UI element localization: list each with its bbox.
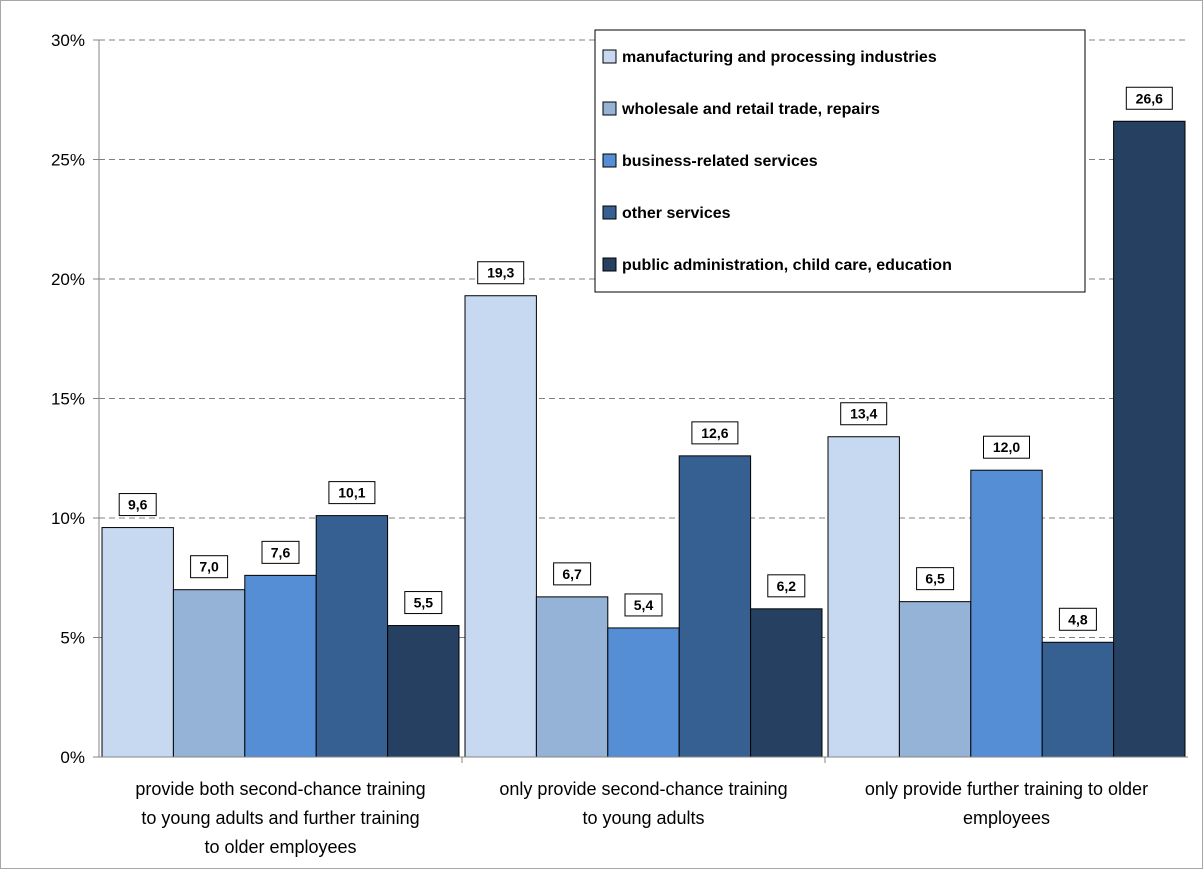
data-label-box <box>840 402 888 426</box>
y-tick-label: 25% <box>51 151 85 170</box>
data-label: 6,7 <box>562 566 582 582</box>
y-tick-label: 0% <box>60 748 85 767</box>
data-label: 7,0 <box>199 559 219 575</box>
bar <box>750 608 823 758</box>
legend-entry: wholesale and retail trade, repairs <box>621 101 880 118</box>
legend-swatch <box>602 153 617 168</box>
category-label: provide both second-chance training <box>135 779 425 799</box>
data-label: 26,6 <box>1136 90 1163 106</box>
bar <box>678 455 752 758</box>
data-label: 12,6 <box>701 425 728 441</box>
category-label: only provide further training to older <box>865 779 1148 799</box>
bar <box>607 627 680 758</box>
bar <box>244 574 317 758</box>
y-tick-label: 30% <box>51 31 85 50</box>
data-label-box <box>553 562 592 586</box>
data-label-box <box>916 567 955 591</box>
legend-swatch <box>602 257 617 272</box>
legend: manufacturing and processing industries w… <box>594 29 1086 293</box>
category-label: to young adults and further training <box>141 808 419 828</box>
bar <box>101 527 174 758</box>
y-tick-label: 15% <box>51 390 85 409</box>
category-label: to young adults <box>582 808 704 828</box>
legend-entry: business-related services <box>622 153 818 170</box>
axes: 0% 5% 10% 15% 20% 25% 30% provide both second-c… <box>51 31 1188 857</box>
data-label-box <box>624 593 663 617</box>
y-tick-label: 20% <box>51 270 85 289</box>
bar <box>1041 641 1115 758</box>
data-label-box <box>767 574 806 598</box>
y-tick-label: 5% <box>60 629 85 648</box>
data-label-box <box>404 591 443 615</box>
data-label: 19,3 <box>487 265 514 281</box>
category-label: only provide second-chance training <box>499 779 787 799</box>
legend-swatch <box>602 49 617 64</box>
data-label-box <box>1058 607 1097 631</box>
category-label: employees <box>963 808 1050 828</box>
legend-swatch <box>602 205 617 220</box>
data-label-box <box>328 481 376 505</box>
bar <box>464 295 537 758</box>
data-label: 10,1 <box>338 485 365 501</box>
data-label: 6,2 <box>777 578 797 594</box>
data-labels: 9,6 7,0 7,6 10,1 5,5 19,3 6,7 5,4 12,6 6,2 13,4 6,5… <box>118 86 1173 631</box>
bar <box>387 625 460 758</box>
bar <box>172 589 246 758</box>
data-label-box <box>983 435 1030 459</box>
data-label: 7,6 <box>271 544 291 560</box>
bar <box>898 601 972 758</box>
data-label: 6,5 <box>925 571 945 587</box>
bar <box>827 436 900 758</box>
bar <box>535 596 609 758</box>
data-label: 13,4 <box>850 406 877 422</box>
bar <box>315 515 389 758</box>
category-label: to older employees <box>204 837 356 857</box>
y-tick-label: 10% <box>51 509 85 528</box>
data-label-box <box>1125 86 1173 110</box>
legend-entry: manufacturing and processing industries <box>622 49 937 66</box>
data-label: 12,0 <box>993 439 1020 455</box>
data-label-box <box>261 540 300 564</box>
legend-swatch <box>602 101 617 116</box>
bars <box>101 120 1186 758</box>
data-label: 5,4 <box>634 597 654 613</box>
legend-entry: other services <box>622 205 731 222</box>
legend-box <box>594 29 1086 293</box>
data-label-box <box>118 493 157 517</box>
data-label: 4,8 <box>1068 611 1088 627</box>
bar <box>970 469 1043 758</box>
data-label-box <box>691 421 739 445</box>
data-label-box <box>190 555 229 579</box>
data-label: 9,6 <box>128 497 148 513</box>
data-label: 5,5 <box>414 595 434 611</box>
data-label-box <box>477 261 525 285</box>
bar <box>1113 120 1186 758</box>
legend-entry: public administration, child care, educa… <box>622 257 952 274</box>
